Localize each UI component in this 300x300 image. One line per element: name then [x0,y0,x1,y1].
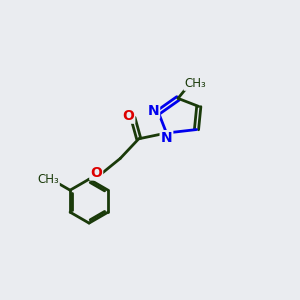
Text: CH₃: CH₃ [37,173,59,186]
Text: CH₃: CH₃ [184,77,206,90]
Text: O: O [90,166,102,179]
Text: O: O [122,109,134,123]
Text: N: N [148,104,159,118]
Text: N: N [160,131,172,145]
